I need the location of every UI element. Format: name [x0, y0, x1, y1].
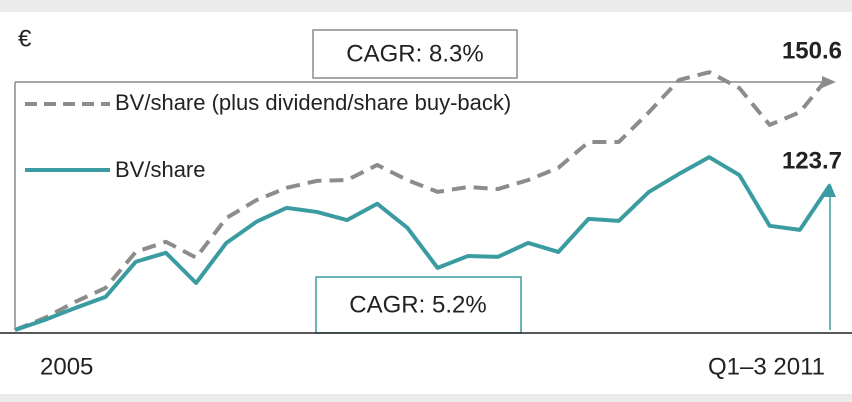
cagr-bottom-label: CAGR: 5.2% — [349, 291, 486, 318]
series-line — [14, 155, 832, 332]
cagr-top-box — [312, 29, 518, 79]
legend-entry: BV/share (plus dividend/share buy-back) — [115, 90, 512, 115]
unit-label: € — [18, 25, 32, 52]
series-line — [14, 70, 832, 332]
legend-entry: BV/share — [115, 157, 206, 182]
legend-text: BV/share — [115, 157, 206, 182]
bottom-band — [0, 394, 852, 402]
x-tick-label: 2005 — [40, 353, 93, 380]
legend: BV/share (plus dividend/share buy-back) … — [25, 90, 512, 182]
top-band — [0, 0, 852, 12]
arrowhead — [822, 76, 836, 88]
cagr-bottom-box — [315, 276, 522, 334]
legend-text: BV/share (plus dividend/share buy-back) — [115, 90, 512, 115]
arrowhead — [824, 182, 836, 197]
x-tick-label: Q1–3 2011 — [708, 353, 825, 380]
cagr-top-label: CAGR: 8.3% — [346, 40, 483, 67]
value-label: 123.7 — [782, 147, 842, 174]
value-label: 150.6 — [782, 37, 842, 64]
